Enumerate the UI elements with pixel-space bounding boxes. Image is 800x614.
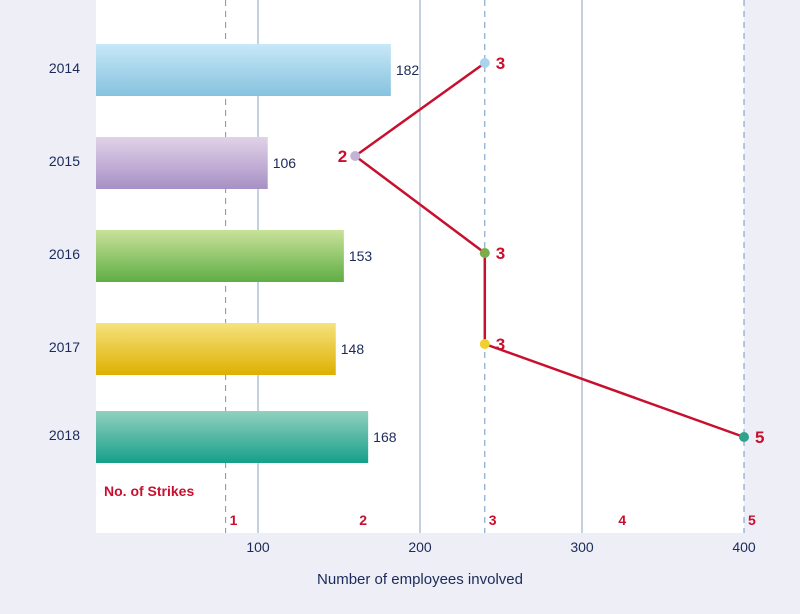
- strike-value-label-2017: 3: [496, 335, 505, 354]
- labels: 100 200 300 400 1 2 3 4 5 182 2014 106 2015 153 2016 14…: [49, 54, 765, 555]
- bar-value-label-2015: 106: [273, 155, 297, 171]
- strike-value-label-2014: 3: [496, 54, 505, 73]
- strike-value-label-2015: 2: [338, 147, 347, 166]
- strike-tick-label-4: 4: [618, 512, 626, 528]
- bar-value-label-2014: 182: [396, 62, 420, 78]
- strike-point-2015: [350, 151, 361, 161]
- bars: [96, 44, 391, 463]
- x-tick-label-200: 200: [408, 539, 432, 555]
- strike-tick-label-1: 1: [230, 512, 238, 528]
- category-label-2015: 2015: [49, 153, 80, 169]
- x-tick-label-400: 400: [732, 539, 756, 555]
- strike-point-2018: [739, 432, 749, 442]
- bar-2018: [96, 411, 369, 463]
- category-label-2014: 2014: [49, 60, 80, 76]
- bar-value-label-2017: 148: [341, 341, 365, 357]
- strike-point-2014: [479, 58, 490, 68]
- bar-value-label-2018: 168: [373, 429, 397, 445]
- bar-2017: [96, 323, 336, 375]
- bar-2015: [96, 137, 268, 189]
- strike-point-2017: [479, 339, 490, 349]
- bar-2016: [96, 230, 344, 282]
- bar-value-label-2016: 153: [349, 248, 373, 264]
- bar-2014: [96, 44, 391, 96]
- strike-line: [350, 58, 749, 442]
- strike-series-label: No. of Strikes: [104, 483, 194, 499]
- strike-tick-label-2: 2: [359, 512, 367, 528]
- x-axis-title: Number of employees involved: [317, 571, 523, 588]
- category-label-2018: 2018: [49, 427, 80, 443]
- x-tick-label-300: 300: [570, 539, 594, 555]
- strike-tick-label-5: 5: [748, 512, 756, 528]
- strike-tick-label-3: 3: [489, 512, 497, 528]
- x-tick-label-100: 100: [246, 539, 270, 555]
- strike-value-label-2016: 3: [496, 244, 505, 263]
- category-label-2016: 2016: [49, 246, 80, 262]
- category-label-2017: 2017: [49, 339, 80, 355]
- strike-value-label-2018: 5: [755, 428, 764, 447]
- strike-point-2016: [479, 248, 490, 258]
